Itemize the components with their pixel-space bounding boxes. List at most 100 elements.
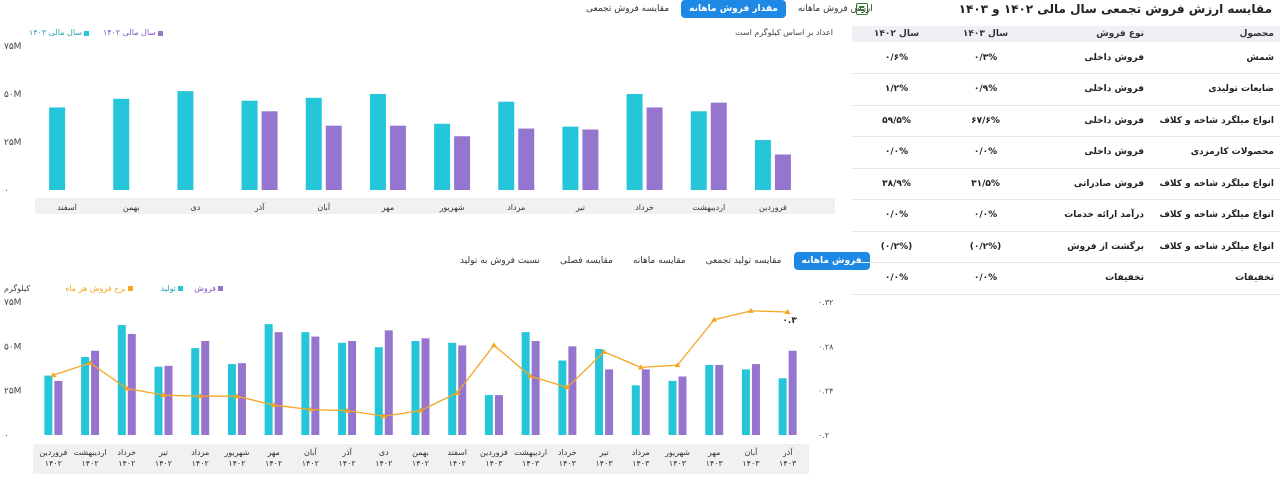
cell-1403: ۳۱/۵% [941,168,1030,200]
y2-tick-label: ۰.۲ [818,431,829,440]
bar-1402 [518,128,535,190]
table-row: انواع میلگرد شاخه و کلاف فروش داخلی ۶۷/۶% ۵… [852,105,1280,137]
sales-rate-point [564,384,571,390]
legend-label-1402: سال مالی ۱۴۰۲ [103,28,156,37]
y2-tick-label: ۰.۳۲ [818,298,833,307]
header-sale-type: نوع فروش [1030,26,1150,42]
bar-1402 [325,125,342,190]
cell-1402: ۳۸/۹% [852,168,941,200]
bar-production [374,347,383,435]
x-tick-year: ۱۴۰۲ [155,459,172,468]
x-tick-year: ۱۴۰۳ [669,459,687,468]
x-tick-year: ۱۴۰۲ [302,459,319,468]
bar-production [778,378,787,435]
bar-1402 [454,136,471,190]
x-tick-month: دی [379,448,389,457]
bar-sales [274,332,283,435]
x-tick-label: فروردین [759,203,787,212]
tab-cumulative-sales[interactable]: مقایسه فروش تجمعی [586,4,670,14]
sales-rate-point [123,385,130,391]
document-icon[interactable] [856,3,868,15]
x-tick-year: ۱۴۰۲ [192,459,209,468]
bar-production [741,369,750,435]
header-year-1403: سال ۱۴۰۳ [941,26,1030,42]
tab-monthly-sales[interactable]: فروش ماهانه [793,252,870,270]
bar-1402 [710,102,727,190]
legend-sales-rate-label: نرخ فروش هر ماه [65,284,126,293]
legend-marker-1403 [84,31,89,36]
bar-sales [751,364,760,435]
cell-1403: ۰/۹% [941,73,1030,106]
x-axis-strip [33,444,809,474]
cell-1403: ۰/۳% [941,42,1030,74]
bar-1402 [389,125,406,190]
bar-sales [641,369,650,435]
cell-product: تخفیفات [1150,262,1280,295]
x-tick-month: آبان [745,447,759,457]
table-row: محصولات کارمزدی فروش داخلی ۰/۰% ۰/۰% [852,136,1280,169]
tab-cumulative-production[interactable]: مقایسه تولید تجمعی [705,256,782,266]
y-tick-label: ۷۵M [4,42,21,52]
x-tick-month: فروردین [39,448,67,457]
tab-seasonal-comparison[interactable]: مقایسه فصلی [559,256,613,266]
bar-production [117,325,126,435]
x-tick-label: اردیبهشت [692,203,725,212]
cell-1402: ۰/۰% [852,136,941,169]
bar-production [595,348,604,435]
top-bar-chart: سال مالی ۱۴۰۳ سال مالی ۱۴۰۲ اعداد بر اساس … [4,27,835,214]
x-tick-month: آبان [304,447,318,457]
x-tick-label: اسفند [57,203,77,212]
bar-sales [348,341,357,435]
x-tick-year: ۱۴۰۲ [228,459,245,468]
y2-tick-label: ۰.۲۸ [818,342,834,351]
x-tick-label: دی [191,203,201,212]
x-tick-month: مهر [266,448,279,457]
x-tick-month: آذر [782,447,793,457]
x-tick-year: ۱۴۰۳ [595,459,613,468]
bar-sales [678,376,687,435]
x-tick-month: آذر [341,447,352,457]
bar-production [668,380,677,435]
tab-monthly-sales-quantity[interactable]: مقدار فروش ماهانه [681,0,786,18]
x-tick-year: ۱۴۰۲ [449,459,466,468]
x-tick-label: آبان [317,202,331,212]
bar-1403 [305,97,322,190]
bar-sales [605,369,614,435]
bar-production [411,341,420,435]
x-tick-year: ۱۴۰۲ [412,459,429,468]
table-row: انواع میلگرد شاخه و کلاف برگشت از فروش (۰/… [852,231,1280,263]
cell-1403: ۰/۰% [941,199,1030,232]
bar-production [338,342,347,435]
sales-rate-end-label: ۰.۳ [782,316,797,326]
sales-rate-point [87,359,94,365]
tab-sales-to-production-ratio[interactable]: نسبت فروش به تولید [460,256,540,266]
bar-1403 [369,94,386,190]
sales-rate-point [50,372,57,378]
bar-sales [568,346,577,435]
sales-rate-point [711,316,718,322]
tab-monthly-comparison[interactable]: مقایسه ماهانه [632,256,686,266]
cell-sale-type: فروش داخلی [1030,42,1150,74]
sales-rate-point [601,348,608,354]
cell-product: انواع میلگرد شاخه و کلاف [1150,231,1280,263]
table-row: انواع میلگرد شاخه و کلاف فروش صادراتی ۳۱/۵… [852,168,1280,200]
cell-product: انواع میلگرد شاخه و کلاف [1150,105,1280,137]
x-tick-month: شهریور [223,448,249,457]
x-tick-label: بهمن [123,203,140,212]
tab-monthly-sales-value[interactable]: ارزش فروش ماهانه [797,4,873,14]
table-row: تخفیفات تخفیفات ۰/۰% ۰/۰% [852,262,1280,295]
bar-1402 [261,111,278,190]
y-tick-label: ۷۵M [4,298,21,308]
y-axis-unit: کیلوگرم [4,283,30,293]
x-tick-label: شهریور [439,203,465,212]
cell-1402: ۵۹/۵% [852,105,941,137]
cell-sale-type: فروش داخلی [1030,136,1150,169]
x-tick-month: تیر [599,448,609,457]
bar-production [154,366,163,435]
x-tick-year: ۱۴۰۳ [779,459,797,468]
x-tick-label: مرداد [507,203,525,212]
table-row: ضایعات تولیدی فروش داخلی ۰/۹% ۱/۲% [852,73,1280,106]
x-tick-label: تیر [575,203,585,212]
y-tick-label: ۰ [4,431,9,441]
bar-sales [788,350,797,435]
